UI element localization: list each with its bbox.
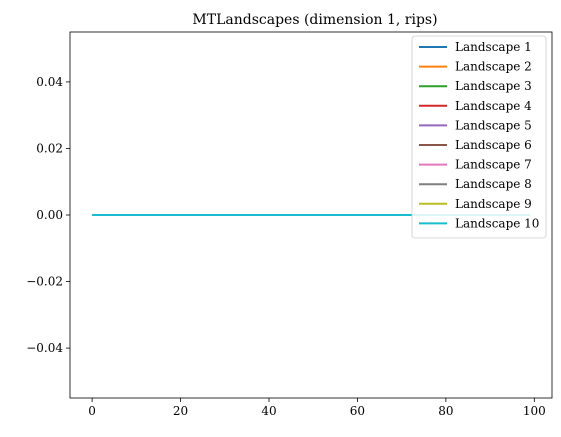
y-tick-label: −0.02 (26, 275, 63, 289)
y-axis: −0.04 −0.02 0.00 0.02 0.04 (26, 75, 70, 355)
legend-label-10: Landscape 10 (455, 216, 539, 230)
legend-label-7: Landscape 7 (455, 158, 532, 172)
legend-label-3: Landscape 3 (455, 79, 532, 93)
x-tick-label: 20 (173, 404, 188, 418)
x-axis: 0 20 40 60 80 100 (88, 398, 546, 418)
y-tick-label: 0.02 (36, 141, 63, 155)
legend-label-2: Landscape 2 (455, 60, 532, 74)
x-tick-label: 60 (350, 404, 365, 418)
x-tick-label: 100 (523, 404, 546, 418)
legend-label-5: Landscape 5 (455, 118, 532, 132)
y-tick-label: 0.04 (36, 75, 63, 89)
chart-title: MTLandscapes (dimension 1, rips) (192, 12, 437, 28)
legend-label-6: Landscape 6 (455, 138, 532, 152)
legend-label-1: Landscape 1 (455, 40, 532, 54)
y-tick-label: −0.04 (26, 341, 63, 355)
legend: Landscape 1 Landscape 2 Landscape 3 Landsca… (411, 35, 547, 239)
y-tick-label: 0.00 (36, 208, 63, 222)
x-tick-label: 40 (261, 404, 276, 418)
legend-label-8: Landscape 8 (455, 177, 532, 191)
legend-label-4: Landscape 4 (455, 99, 532, 113)
x-tick-label: 80 (438, 404, 453, 418)
x-tick-label: 0 (88, 404, 96, 418)
legend-label-9: Landscape 9 (455, 197, 532, 211)
